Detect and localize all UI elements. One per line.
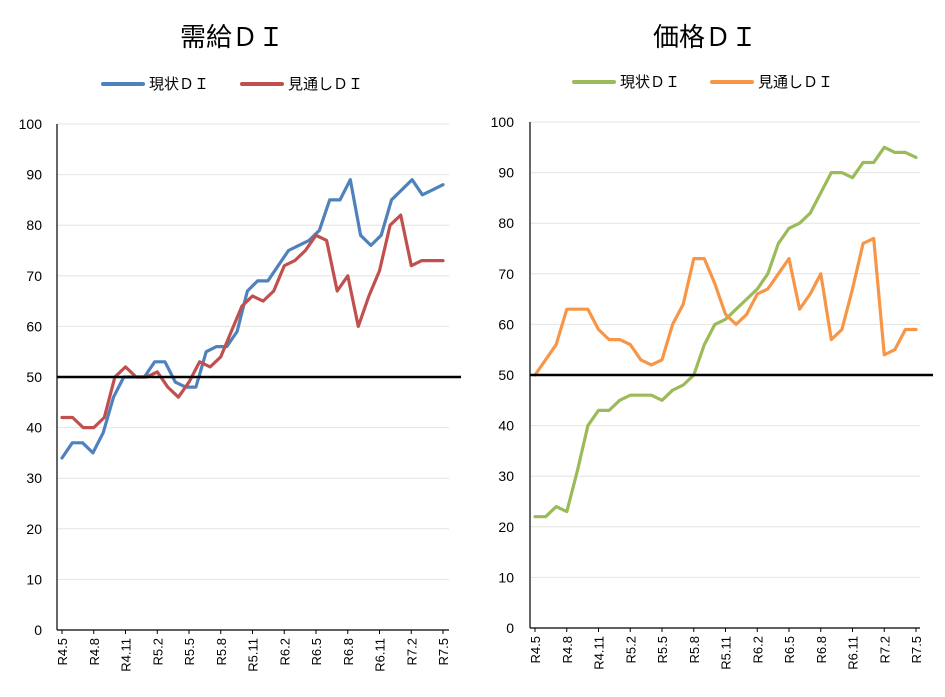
x-tick-label: R5.5 bbox=[182, 638, 197, 665]
x-tick-label: R6.2 bbox=[277, 638, 292, 665]
x-tick-label: R6.2 bbox=[750, 636, 765, 663]
x-tick-label: R7.5 bbox=[436, 638, 451, 665]
y-tick-label: 70 bbox=[26, 268, 42, 284]
y-tick-label: 80 bbox=[498, 215, 514, 231]
y-tick-label: 70 bbox=[498, 266, 514, 282]
x-tick-label: R5.8 bbox=[687, 636, 702, 663]
y-tick-label: 20 bbox=[498, 519, 514, 535]
x-tick-label: R6.11 bbox=[373, 638, 388, 672]
chart-1: 需給ＤＩ 現状ＤＩ 見通しＤＩ 0 10 20 30 40 50 60 70 80 90 100 R4.5 R… bbox=[19, 23, 461, 672]
y-tick-label: 10 bbox=[498, 569, 514, 585]
series-line bbox=[60, 178, 445, 460]
y-tick-label: 40 bbox=[498, 418, 514, 434]
series-line bbox=[533, 236, 918, 377]
x-tick-label: R4.8 bbox=[87, 638, 102, 665]
series-line bbox=[60, 213, 445, 430]
x-tick-label: R7.2 bbox=[404, 638, 419, 665]
y-tick-label: 50 bbox=[26, 369, 42, 385]
y-tick-label: 50 bbox=[498, 367, 514, 383]
y-tick-label: 100 bbox=[19, 116, 43, 132]
y-tick-label: 0 bbox=[506, 620, 514, 636]
y-tick-label: 90 bbox=[26, 167, 42, 183]
chart-2: 価格ＤＩ 現状ＤＩ 見通しＤＩ 0 10 20 30 40 50 60 70 80 90 100 R4.5 R… bbox=[491, 23, 933, 670]
legend-label: 見通しＤＩ bbox=[758, 73, 833, 91]
legend-label: 見通しＤＩ bbox=[288, 75, 363, 93]
x-tick-label: R6.8 bbox=[814, 636, 829, 663]
legend: 現状ＤＩ 見通しＤＩ bbox=[572, 73, 833, 91]
y-tick-label: 10 bbox=[26, 571, 42, 587]
x-tick-label: R7.5 bbox=[909, 636, 924, 663]
legend-label: 現状ＤＩ bbox=[149, 75, 209, 93]
x-tick-label: R7.2 bbox=[877, 636, 892, 663]
x-tick-label: R6.8 bbox=[341, 638, 356, 665]
legend: 現状ＤＩ 見通しＤＩ bbox=[101, 75, 363, 93]
x-tick-label: R4.5 bbox=[55, 638, 70, 665]
y-tick-label: 90 bbox=[498, 165, 514, 181]
x-tick-label: R6.11 bbox=[846, 636, 861, 670]
x-tick-label: R6.5 bbox=[309, 638, 324, 665]
chart-title: 価格ＤＩ bbox=[653, 23, 757, 53]
y-tick-label: 30 bbox=[498, 468, 514, 484]
y-tick-label: 30 bbox=[26, 470, 42, 486]
chart-title: 需給ＤＩ bbox=[180, 23, 284, 53]
x-tick-label: R4.11 bbox=[119, 638, 134, 672]
series-line bbox=[533, 145, 918, 519]
y-tick-label: 40 bbox=[26, 420, 42, 436]
y-tick-label: 60 bbox=[498, 316, 514, 332]
y-tick-label: 0 bbox=[34, 622, 42, 638]
y-tick-label: 60 bbox=[26, 318, 42, 334]
y-tick-label: 20 bbox=[26, 521, 42, 537]
x-tick-label: R5.2 bbox=[623, 636, 638, 663]
x-tick-label: R6.5 bbox=[782, 636, 797, 663]
x-tick-label: R5.5 bbox=[655, 636, 670, 663]
y-tick-label: 100 bbox=[491, 114, 515, 130]
legend-label: 現状ＤＩ bbox=[620, 73, 680, 91]
x-tick-label: R5.8 bbox=[214, 638, 229, 665]
x-tick-label: R5.11 bbox=[719, 636, 734, 670]
x-tick-label: R4.5 bbox=[528, 636, 543, 663]
x-tick-label: R4.8 bbox=[560, 636, 575, 663]
y-tick-label: 80 bbox=[26, 217, 42, 233]
x-tick-label: R4.11 bbox=[592, 636, 607, 670]
x-tick-label: R5.11 bbox=[246, 638, 261, 672]
x-tick-label: R5.2 bbox=[150, 638, 165, 665]
